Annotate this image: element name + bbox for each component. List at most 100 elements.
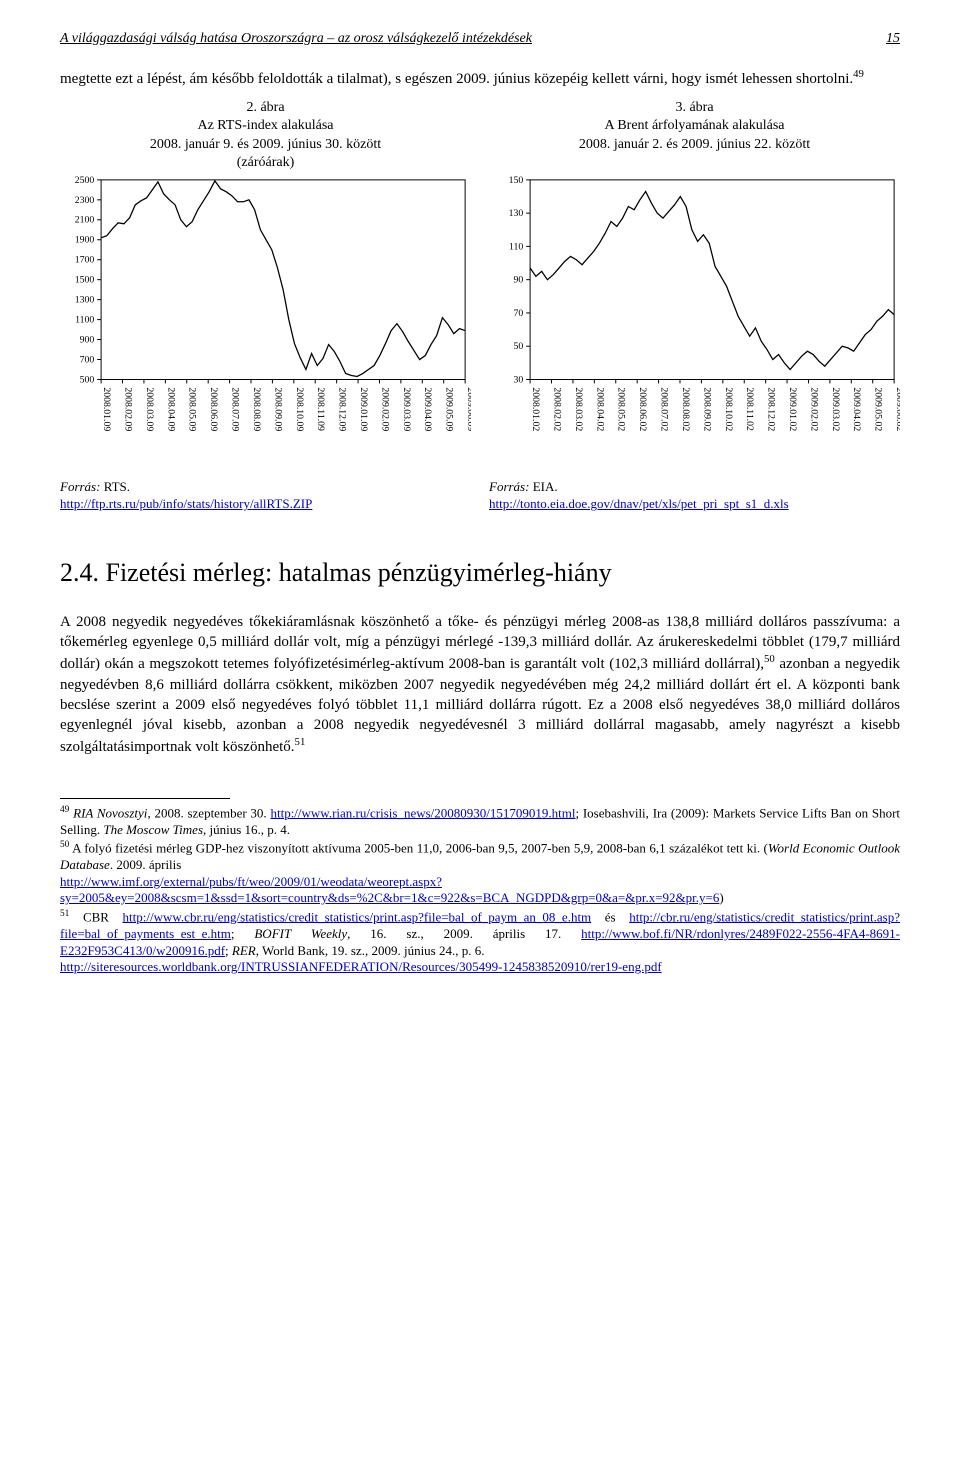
fig-right-source: Forrás: EIA. http://tonto.eia.doe.gov/dn… [489,478,900,513]
svg-text:900: 900 [80,334,95,345]
fn50-t1: A folyó fizetési mérleg GDP-hez viszonyí… [69,841,768,856]
fn51-t1: CBR [69,909,122,924]
svg-text:2008.10.09: 2008.10.09 [294,387,305,431]
lead-paragraph: megtette ezt a lépést, ám később feloldo… [60,67,900,89]
footnotes: 49 RIA Novosztyi, 2008. szeptember 30. h… [60,805,900,976]
svg-text:2008.07.02: 2008.07.02 [659,387,670,431]
svg-text:2008.01.09: 2008.01.09 [101,387,112,431]
fig-left-sub: 2008. január 9. és 2009. június 30. közö… [150,136,381,154]
svg-text:500: 500 [80,374,95,385]
lead-text: megtette ezt a lépést, ám később feloldo… [60,71,853,87]
fn51-t2: és [591,909,629,924]
src-label-right: Forrás: [489,479,529,494]
fn50-t3: ) [719,890,723,905]
fn49-url[interactable]: http://www.rian.ru/crisis_news/20080930/… [270,805,575,820]
svg-text:2008.12.02: 2008.12.02 [766,387,777,431]
fn51-src2: RER [232,943,256,958]
chart-left: 5007009001100130015001700190021002300250… [60,174,471,468]
footnote-50: 50 A folyó fizetési mérleg GDP-hez viszo… [60,840,900,907]
svg-text:2008.04.09: 2008.04.09 [165,387,176,431]
svg-text:1700: 1700 [75,255,95,266]
fn51-t3: ; [231,926,254,941]
svg-text:70: 70 [513,308,523,319]
svg-text:2009.06.02: 2009.06.02 [894,387,900,431]
fig-right-title: A Brent árfolyamának alakulása [579,117,810,135]
fn49-num: 49 [60,805,69,815]
svg-text:90: 90 [513,275,523,286]
svg-text:130: 130 [509,208,524,219]
svg-text:150: 150 [509,175,524,186]
svg-text:2009.02.09: 2009.02.09 [379,387,390,431]
fig-right-sub: 2008. január 2. és 2009. június 22. közö… [579,136,810,154]
svg-text:2009.03.09: 2009.03.09 [401,387,412,431]
section-title: 2.4. Fizetési mérleg: hatalmas pénzügyim… [60,555,900,590]
svg-text:50: 50 [513,341,523,352]
figure-left: 2. ábra Az RTS-index alakulása 2008. jan… [60,99,471,513]
svg-text:2008.04.02: 2008.04.02 [594,387,605,431]
fn51-t5: ; [225,943,232,958]
svg-text:2009.04.02: 2009.04.02 [851,387,862,431]
fn51-t4: , 16. sz., 2009. április 17. [347,926,581,941]
svg-text:2008.11.02: 2008.11.02 [744,387,755,431]
fig-left-sub2: (záróárak) [150,154,381,172]
svg-text:2008.01.02: 2008.01.02 [530,387,541,431]
svg-text:2008.03.02: 2008.03.02 [573,387,584,431]
svg-text:2008.08.02: 2008.08.02 [680,387,691,431]
fn51-t6: , World Bank, 19. sz., 2009. június 24.,… [256,943,485,958]
header-page: 15 [886,30,900,49]
svg-text:2008.02.09: 2008.02.09 [122,387,133,431]
svg-text:2009.05.09: 2009.05.09 [444,387,455,431]
svg-text:30: 30 [513,374,523,385]
svg-text:1100: 1100 [75,314,94,325]
footnote-49: 49 RIA Novosztyi, 2008. szeptember 30. h… [60,805,900,839]
fn50-url[interactable]: http://www.imf.org/external/pubs/ft/weo/… [60,874,719,906]
fn51-url4[interactable]: http://siteresources.worldbank.org/INTRU… [60,959,662,974]
svg-text:2009.06.09: 2009.06.09 [465,387,471,431]
src-link-left[interactable]: http://ftp.rts.ru/pub/info/stats/history… [60,496,312,511]
fn49-t3: , június 16., p. 4. [203,822,290,837]
svg-text:1500: 1500 [75,275,95,286]
fig-right-caption: 3. ábra A Brent árfolyamának alakulása 2… [579,99,810,172]
chart-right: 30 50 70 90 110 130 150 2008.01.02 2008.02.02 200… [489,174,900,468]
fn51-url1[interactable]: http://www.cbr.ru/eng/statistics/credit_… [123,909,592,924]
svg-text:2500: 2500 [75,175,95,186]
svg-text:1300: 1300 [75,294,95,305]
svg-text:2009.05.02: 2009.05.02 [873,387,884,431]
running-header: A világgazdasági válság hatása Oroszorsz… [60,30,900,49]
fn50-num: 50 [60,840,69,850]
main-paragraph: A 2008 negyedik negyedéves tőkekiáramlás… [60,612,900,758]
header-title: A világgazdasági válság hatása Oroszorsz… [60,30,532,49]
svg-text:2009.02.02: 2009.02.02 [808,387,819,431]
svg-text:2009.01.02: 2009.01.02 [787,387,798,431]
svg-text:2100: 2100 [75,215,95,226]
src-link-right[interactable]: http://tonto.eia.doe.gov/dnav/pet/xls/pe… [489,496,789,511]
fig-left-title: Az RTS-index alakulása [150,117,381,135]
footnote-separator [60,798,230,799]
svg-text:2008.08.09: 2008.08.09 [251,387,262,431]
svg-text:2009.01.09: 2009.01.09 [358,387,369,431]
svg-text:700: 700 [80,354,95,365]
fig-left-num: 2. ábra [150,99,381,117]
fn51-src1: BOFIT Weekly [254,926,347,941]
src-label-left: Forrás: [60,479,100,494]
src-name-right: EIA. [533,479,558,494]
figure-right: 3. ábra A Brent árfolyamának alakulása 2… [489,99,900,513]
svg-text:2008.03.09: 2008.03.09 [144,387,155,431]
svg-text:2008.09.02: 2008.09.02 [701,387,712,431]
svg-text:2008.05.02: 2008.05.02 [616,387,627,431]
svg-text:2009.03.02: 2009.03.02 [830,387,841,431]
svg-text:2009.04.09: 2009.04.09 [422,387,433,431]
svg-text:2008.05.09: 2008.05.09 [187,387,198,431]
svg-text:2008.12.09: 2008.12.09 [337,387,348,431]
svg-text:2008.06.02: 2008.06.02 [637,387,648,431]
fn50-t2: . 2009. április [110,857,182,872]
fig-left-source: Forrás: RTS. http://ftp.rts.ru/pub/info/… [60,478,471,513]
svg-text:2008.02.02: 2008.02.02 [551,387,562,431]
lead-fn: 49 [853,68,864,80]
fn49-src2: The Moscow Times [103,822,203,837]
svg-text:110: 110 [509,241,523,252]
src-name-left: RTS. [104,479,130,494]
footnote-51: 51 CBR http://www.cbr.ru/eng/statistics/… [60,909,900,976]
fig-right-num: 3. ábra [579,99,810,117]
svg-text:2008.07.09: 2008.07.09 [230,387,241,431]
